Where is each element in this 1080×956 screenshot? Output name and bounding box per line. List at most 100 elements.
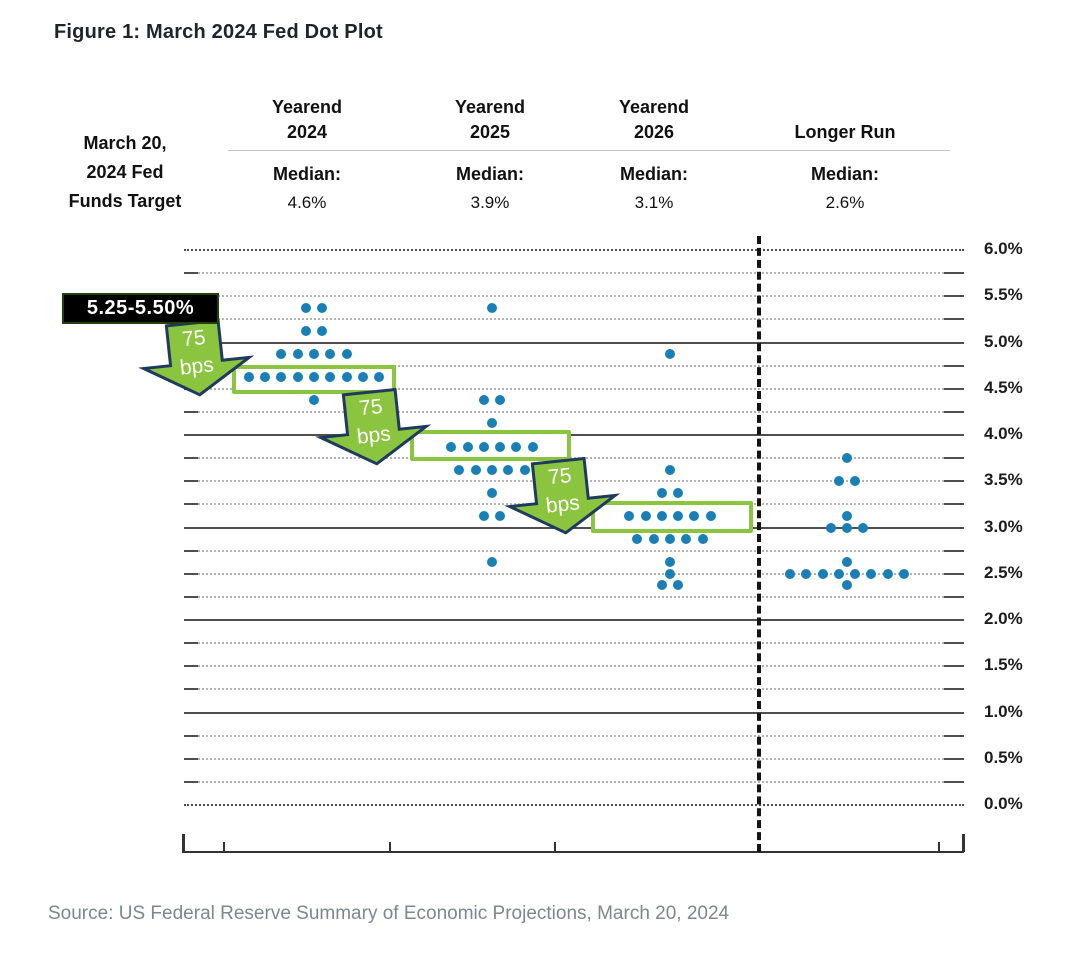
median-value: 3.1% (634, 193, 674, 212)
gridline-right-tick (944, 364, 964, 367)
gridline-left-tick (184, 780, 198, 783)
gridline-left-tick (184, 665, 198, 668)
projection-dot (673, 580, 684, 591)
gridline-right-tick (944, 503, 964, 506)
projection-dot (665, 464, 675, 475)
projection-dot (341, 372, 352, 383)
projection-dot (487, 302, 497, 313)
projection-dot (462, 441, 473, 452)
column-title-line2: 2025 (469, 122, 511, 142)
gridline (198, 572, 944, 575)
gridline (198, 642, 944, 645)
projection-dot (833, 568, 844, 579)
gridline-right-tick (944, 665, 964, 668)
gridline-right-tick (944, 387, 964, 390)
y-axis-label: 5.5% (984, 285, 1023, 305)
y-axis-label: 0.0% (984, 794, 1023, 813)
median-label: Median: (455, 164, 524, 184)
projection-dot (665, 557, 675, 568)
y-axis-label: 0.5% (984, 747, 1023, 767)
x-axis-line (182, 851, 964, 853)
projection-dot (858, 522, 869, 533)
projection-dot (665, 568, 675, 579)
gridline-left-tick (184, 688, 198, 691)
projection-dot (357, 372, 368, 383)
gridline (198, 665, 944, 668)
projection-dot (882, 568, 893, 579)
projection-dot (495, 441, 506, 452)
gridline-left-tick (184, 410, 198, 413)
median-value: 2.6% (825, 193, 865, 212)
projection-dot (454, 464, 465, 475)
projection-dot (325, 349, 336, 360)
x-axis-tick (554, 842, 556, 852)
projection-dot (487, 464, 497, 475)
projection-dot (292, 349, 303, 360)
y-axis-label: 2.5% (984, 562, 1023, 582)
gridline (198, 410, 944, 413)
projection-dot (495, 510, 506, 521)
gridline (198, 549, 944, 552)
gridline-left-tick (184, 595, 198, 598)
column-title: Longer Run (760, 95, 930, 145)
gridline (198, 272, 944, 275)
gridline (184, 804, 964, 806)
column-title-line2: 2026 (633, 122, 675, 142)
projection-dot (374, 372, 385, 383)
gridline (198, 595, 944, 598)
gridline-left-tick (184, 480, 198, 483)
gridline-left-tick (184, 272, 198, 275)
column-title-line2: 2024 (286, 122, 328, 142)
gridline-right-tick (944, 757, 964, 760)
projection-dot (519, 464, 530, 475)
x-axis-tick (938, 842, 940, 852)
gridline-left-tick (184, 457, 198, 460)
fed-funds-target-label-line2: 2024 Fed (86, 162, 164, 182)
median-highlight-box (591, 501, 753, 533)
projection-dot (495, 395, 506, 406)
gridline-right-tick (944, 734, 964, 737)
longer-run-divider (757, 236, 761, 852)
projection-dot (341, 349, 352, 360)
projection-dot (300, 325, 311, 336)
y-axis-label: 3.0% (984, 516, 1023, 536)
projection-dot (292, 372, 303, 383)
projection-dot (503, 464, 514, 475)
column-title: Yearend 2026 (569, 95, 739, 145)
median-label: Median: (619, 164, 688, 184)
projection-dot (833, 476, 844, 487)
y-axis-label: 5.0% (984, 331, 1023, 351)
projection-dot (656, 487, 667, 498)
down-arrow-icon (138, 318, 255, 397)
gridline (198, 295, 944, 298)
fed-funds-target-label-line3: Funds Target (68, 191, 182, 211)
gridline-left-tick (184, 642, 198, 645)
gridline-right-tick (944, 549, 964, 552)
gridline (198, 688, 944, 691)
projection-dot (487, 418, 497, 429)
projection-dot (850, 476, 861, 487)
y-axis-label: 1.5% (984, 655, 1023, 675)
projection-dot (470, 464, 481, 475)
gridline-left-tick (184, 549, 198, 552)
projection-dot (487, 557, 497, 568)
projection-dot (656, 580, 667, 591)
projection-dot (825, 522, 836, 533)
projection-dot (673, 487, 684, 498)
projection-dot (478, 395, 489, 406)
gridline-right-tick (944, 410, 964, 413)
projection-dot (705, 510, 716, 521)
y-axis-label: 2.0% (984, 609, 1023, 628)
gridline (198, 757, 944, 760)
rate-cut-arrow-2024: 75 bps (136, 314, 256, 403)
projection-dot (317, 302, 328, 313)
column-header-yearend-2026: Yearend 2026 Median: 3.1% (569, 95, 739, 214)
projection-dot (899, 568, 910, 579)
projection-dot (842, 522, 852, 533)
projection-dot (260, 372, 271, 383)
projection-dot (842, 510, 852, 521)
column-header-yearend-2025: Yearend 2025 Median: 3.9% (405, 95, 575, 214)
projection-dot (309, 395, 319, 406)
median-value: 4.6% (287, 193, 327, 212)
